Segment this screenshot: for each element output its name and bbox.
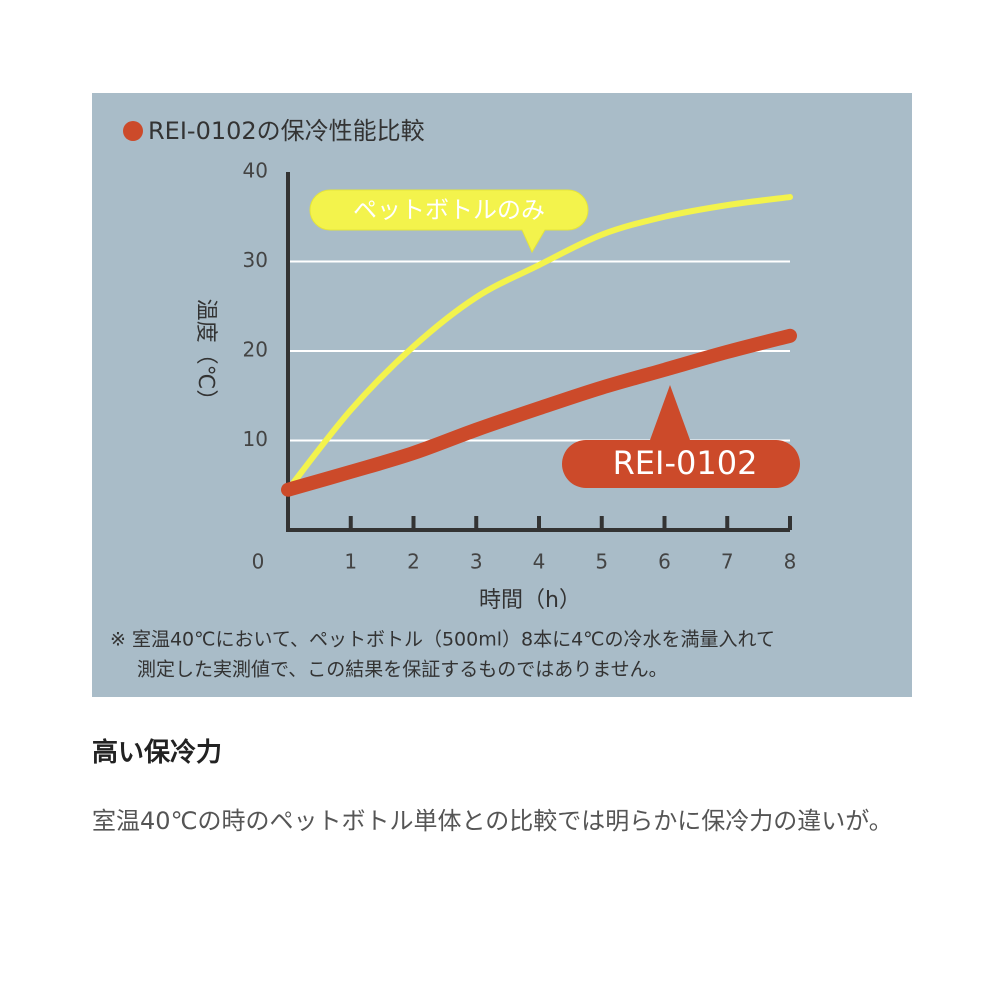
y-tick-label: 30 [243,248,268,272]
x-tick-label: 4 [533,550,546,574]
footnote: 測定した実測値で、この結果を保証するものではありません。 [137,659,668,681]
body-text: 室温40℃の時のペットボトル単体との比較では明らかに保冷力の違いが。 [92,807,893,835]
series-line [285,194,793,493]
x-axis-label: 時間（h） [479,588,581,613]
y-tick-label: 40 [243,159,268,183]
axis [286,172,790,532]
chart-title: REI-0102の保冷性能比較 [148,117,425,145]
x-tick-label: 3 [470,550,483,574]
x-tick-label: 7 [721,550,734,574]
legend-label: ペットボトルのみ [353,196,545,224]
legend-label: REI-0102 [613,444,758,482]
x-tick-label: 1 [344,550,357,574]
y-tick-label: 10 [243,427,268,451]
y-axis-label: 温度（℃） [193,299,218,412]
x-tick-label: 5 [595,550,608,574]
series-line [281,328,797,497]
title-bullet [123,121,143,141]
legend-bubble [309,189,589,254]
x-tick-label: 6 [658,550,671,574]
y-tick-label: 20 [243,338,268,362]
x-tick-label: 2 [407,550,420,574]
footnote: ※ 室温40℃において、ペットボトル（500ml）8本に4℃の冷水を満量入れて [110,629,775,651]
heading: 高い保冷力 [92,738,223,768]
x-tick-label: 8 [784,550,797,574]
chart: REI-0102の保冷性能比較 時間（h） 温度（℃） ※ 室温40℃において、… [92,93,912,697]
legend-bubble [562,385,800,488]
x-tick-label: 0 [252,550,265,574]
